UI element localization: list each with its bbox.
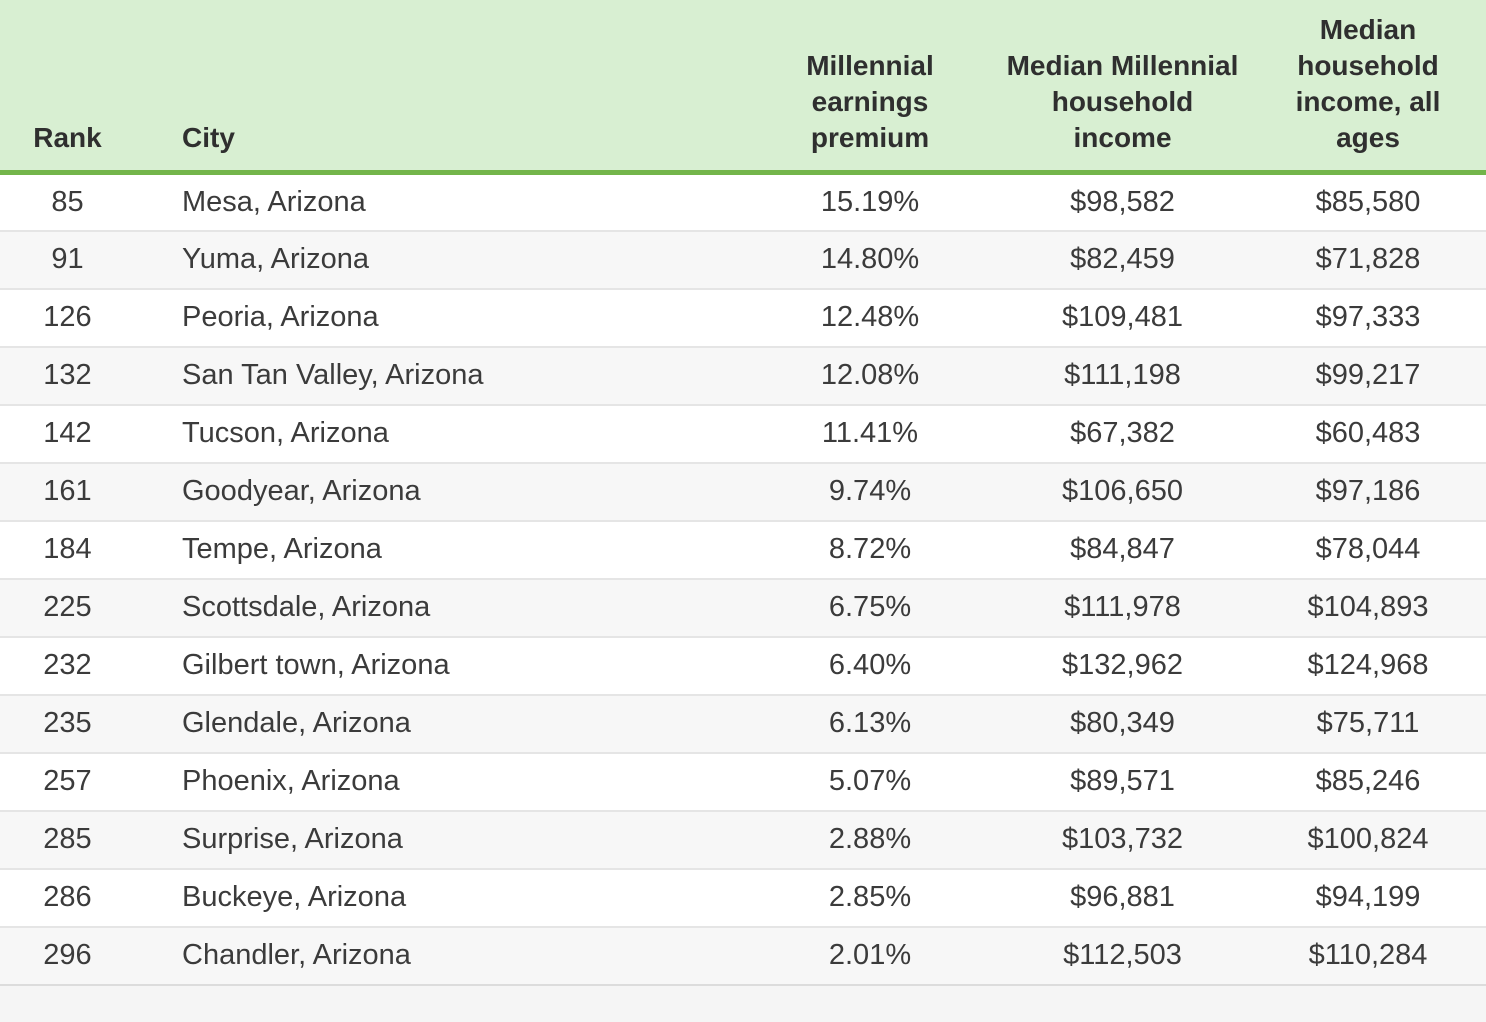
earnings-premium-cell: 6.13% (828, 707, 912, 739)
city-cell: Tucson, Arizona (182, 417, 389, 449)
header-row: Rank City Millennial earnings premium Me… (0, 0, 1486, 175)
city-cell: Chandler, Arizona (182, 939, 411, 971)
all-ages-income-cell: $71,828 (1315, 243, 1421, 275)
earnings-premium-cell: 2.88% (828, 823, 912, 855)
table-body: 85 Mesa, Arizona 15.19% $98,582 $85,580 … (0, 172, 1486, 985)
city-cell: Glendale, Arizona (182, 707, 411, 739)
millennial-income-cell: $98,582 (1070, 185, 1175, 218)
earnings-premium-cell: 6.75% (828, 591, 912, 623)
table-row: 285 Surprise, Arizona 2.88% $103,732 $10… (0, 810, 1486, 869)
millennial-income-table: Rank City Millennial earnings premium Me… (0, 0, 1486, 986)
city-cell: Buckeye, Arizona (182, 881, 407, 913)
table-row: 126 Peoria, Arizona 12.48% $109,481 $97,… (0, 288, 1486, 347)
rank-cell: 225 (43, 591, 92, 623)
earnings-premium-cell: 12.08% (820, 359, 920, 391)
all-ages-income-cell: $99,217 (1315, 359, 1421, 391)
city-cell: Mesa, Arizona (182, 185, 366, 218)
rank-cell: 232 (43, 649, 92, 681)
city-cell: Gilbert town, Arizona (182, 649, 450, 681)
earnings-premium-cell: 2.01% (828, 939, 912, 971)
rank-cell: 184 (43, 533, 92, 565)
city-cell: Goodyear, Arizona (182, 475, 421, 507)
city-cell: Phoenix, Arizona (182, 765, 400, 797)
city-cell: Peoria, Arizona (182, 301, 379, 333)
table-row: 85 Mesa, Arizona 15.19% $98,582 $85,580 (0, 172, 1486, 231)
city-cell: Yuma, Arizona (182, 243, 369, 275)
column-header-city: City (135, 0, 745, 175)
table-row: 257 Phoenix, Arizona 5.07% $89,571 $85,2… (0, 752, 1486, 811)
earnings-premium-cell: 15.19% (820, 185, 920, 218)
table-row: 184 Tempe, Arizona 8.72% $84,847 $78,044 (0, 520, 1486, 579)
table-row: 235 Glendale, Arizona 6.13% $80,349 $75,… (0, 694, 1486, 753)
city-cell: Tempe, Arizona (182, 533, 382, 565)
column-header-millennial-income: Median Millennial household income (995, 0, 1250, 175)
table-row: 161 Goodyear, Arizona 9.74% $106,650 $97… (0, 462, 1486, 521)
millennial-income-cell: $111,978 (1064, 591, 1181, 623)
table-row: 225 Scottsdale, Arizona 6.75% $111,978 $… (0, 578, 1486, 637)
millennial-income-cell: $112,503 (1063, 939, 1182, 971)
all-ages-income-cell: $97,186 (1315, 475, 1421, 507)
millennial-income-cell: $89,571 (1070, 765, 1175, 797)
rank-cell: 132 (43, 359, 92, 391)
table-row: 91 Yuma, Arizona 14.80% $82,459 $71,828 (0, 230, 1486, 289)
all-ages-income-cell: $85,246 (1315, 765, 1421, 797)
millennial-income-cell: $109,481 (1062, 301, 1183, 333)
millennial-income-cell: $103,732 (1062, 823, 1183, 855)
millennial-income-cell: $82,459 (1070, 243, 1175, 275)
table-row: 132 San Tan Valley, Arizona 12.08% $111,… (0, 346, 1486, 405)
table-row: 142 Tucson, Arizona 11.41% $67,382 $60,4… (0, 404, 1486, 463)
all-ages-income-cell: $75,711 (1316, 707, 1420, 739)
all-ages-income-cell: $124,968 (1307, 649, 1429, 681)
rank-cell: 126 (43, 301, 92, 333)
earnings-premium-cell: 6.40% (828, 649, 912, 681)
all-ages-income-cell: $97,333 (1315, 301, 1421, 333)
earnings-premium-cell: 9.74% (828, 475, 912, 507)
rank-cell: 161 (43, 475, 92, 507)
all-ages-income-cell: $85,580 (1315, 185, 1421, 218)
rank-cell: 296 (43, 939, 92, 971)
rank-cell: 285 (43, 823, 92, 855)
rank-cell: 85 (51, 185, 84, 218)
earnings-premium-cell: 5.07% (828, 765, 912, 797)
all-ages-income-cell: $78,044 (1315, 533, 1421, 565)
all-ages-income-cell: $110,284 (1308, 939, 1428, 971)
millennial-income-cell: $96,881 (1070, 881, 1175, 913)
column-header-earnings-premium: Millennial earnings premium (745, 0, 995, 175)
millennial-income-cell: $132,962 (1062, 649, 1183, 681)
earnings-premium-cell: 12.48% (820, 301, 920, 333)
millennial-income-cell: $84,847 (1070, 533, 1175, 565)
rank-cell: 286 (43, 881, 92, 913)
millennial-income-cell: $106,650 (1062, 475, 1183, 507)
table-row: 232 Gilbert town, Arizona 6.40% $132,962… (0, 636, 1486, 695)
millennial-income-cell: $80,349 (1070, 707, 1175, 739)
city-cell: Surprise, Arizona (182, 823, 403, 855)
table-header: Rank City Millennial earnings premium Me… (0, 0, 1486, 175)
rank-cell: 235 (43, 707, 92, 739)
rank-cell: 91 (51, 243, 84, 275)
column-header-all-ages-income: Median household income, all ages (1250, 0, 1486, 175)
earnings-premium-cell: 8.72% (828, 533, 912, 565)
all-ages-income-cell: $104,893 (1307, 591, 1429, 623)
rank-cell: 257 (43, 765, 92, 797)
rank-cell: 142 (43, 417, 92, 449)
all-ages-income-cell: $94,199 (1315, 881, 1421, 913)
millennial-income-cell: $111,198 (1064, 359, 1181, 391)
millennial-income-cell: $67,382 (1070, 417, 1175, 449)
earnings-premium-cell: 2.85% (828, 881, 912, 913)
column-header-rank: Rank (0, 0, 135, 175)
earnings-premium-cell: 11.41% (821, 417, 919, 449)
all-ages-income-cell: $60,483 (1315, 417, 1421, 449)
city-cell: San Tan Valley, Arizona (182, 359, 484, 391)
table-row: 286 Buckeye, Arizona 2.85% $96,881 $94,1… (0, 868, 1486, 927)
table-row: 296 Chandler, Arizona 2.01% $112,503 $11… (0, 926, 1486, 985)
all-ages-income-cell: $100,824 (1307, 823, 1429, 855)
city-cell: Scottsdale, Arizona (182, 591, 431, 623)
earnings-premium-cell: 14.80% (820, 243, 920, 275)
